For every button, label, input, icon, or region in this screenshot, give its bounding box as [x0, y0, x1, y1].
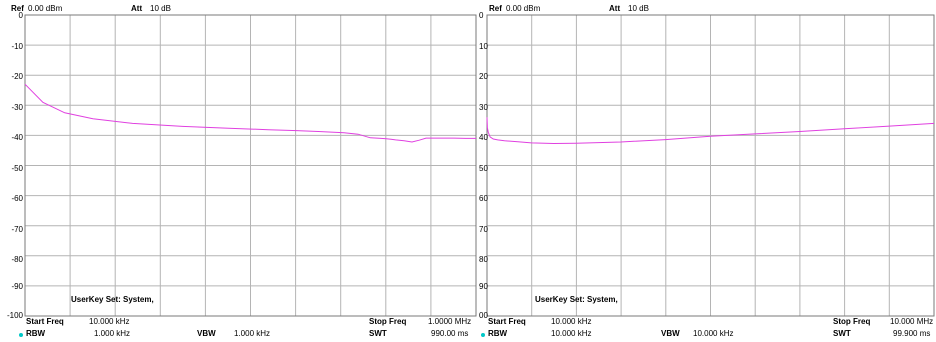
vbw-value: 1.000 kHz: [234, 329, 271, 338]
spectrum-plot-left: [24, 14, 477, 317]
swt-label: SWT: [369, 329, 387, 338]
rbw-value: 1.000 kHz: [94, 329, 131, 338]
vbw-value: 10.000 kHz: [693, 329, 734, 338]
y-tick-label: -10: [11, 42, 23, 51]
stop-freq-label: Stop Freq: [369, 317, 407, 326]
swt-value: 99.900 ms: [893, 329, 931, 338]
ref-value: 0.00 dBm: [28, 4, 63, 13]
y-tick-label: -100: [6, 311, 23, 320]
rbw-label: RBW: [26, 329, 46, 338]
userkey-label: UserKey Set:: [535, 295, 585, 304]
y-tick-label: -90: [11, 282, 23, 291]
att-value: 10 dB: [628, 4, 649, 13]
spectrum-trace: [24, 83, 476, 143]
y-tick-label: 60: [479, 194, 488, 203]
ref-label: Ref: [11, 4, 24, 13]
y-tick-label: -20: [11, 72, 23, 81]
plot-frame: [486, 14, 935, 317]
swt-label: SWT: [833, 329, 851, 338]
att-label: Att: [131, 4, 143, 13]
rbw-value: 10.000 kHz: [551, 329, 592, 338]
y-tick-label: 0: [479, 11, 484, 20]
y-tick-label: 80: [479, 255, 488, 264]
spectrum-panel-right: Ref 0.00 dBm Att 10 dB 0 10 20 30 40 50 …: [478, 0, 936, 342]
y-tick-label: 70: [479, 225, 488, 234]
y-tick-label: 00: [479, 311, 488, 320]
plot-frame: [24, 14, 477, 317]
y-tick-label: -40: [11, 133, 23, 142]
start-freq-label: Start Freq: [488, 317, 526, 326]
y-tick-label: 90: [479, 282, 488, 291]
userkey-label: UserKey Set:: [71, 295, 121, 304]
y-tick-label: -50: [11, 164, 23, 173]
stop-freq-value: 10.000 MHz: [890, 317, 934, 326]
userkey-value: System,: [123, 295, 154, 304]
vbw-label: VBW: [197, 329, 216, 338]
rbw-marker-icon: [481, 333, 485, 337]
start-freq-value: 10.000 kHz: [89, 317, 130, 326]
ref-label: Ref: [489, 4, 502, 13]
ref-value: 0.00 dBm: [506, 4, 541, 13]
y-tick-label: -70: [11, 225, 23, 234]
y-tick-label: 50: [479, 164, 488, 173]
rbw-label: RBW: [488, 329, 508, 338]
spectrum-trace: [486, 117, 935, 145]
att-value: 10 dB: [150, 4, 171, 13]
y-tick-label: -60: [11, 194, 23, 203]
stop-freq-label: Stop Freq: [833, 317, 871, 326]
swt-value: 990.00 ms: [431, 329, 469, 338]
stop-freq-value: 1.0000 MHz: [428, 317, 472, 326]
userkey-value: System,: [587, 295, 618, 304]
att-label: Att: [609, 4, 621, 13]
y-tick-label: 10: [479, 42, 488, 51]
spectrum-panel-left: Ref 0.00 dBm Att 10 dB 0 -10 -20 -30 -40…: [6, 4, 477, 338]
spectrum-plot-right: [486, 14, 935, 317]
y-tick-label: 20: [479, 72, 488, 81]
rbw-marker-icon: [19, 333, 23, 337]
start-freq-value: 10.000 kHz: [551, 317, 592, 326]
y-tick-label: -30: [11, 103, 23, 112]
vbw-label: VBW: [661, 329, 680, 338]
y-tick-label: 30: [479, 103, 488, 112]
y-tick-label: 40: [479, 133, 488, 142]
start-freq-label: Start Freq: [26, 317, 64, 326]
y-tick-label: 0: [18, 11, 23, 20]
y-tick-label: -80: [11, 255, 23, 264]
